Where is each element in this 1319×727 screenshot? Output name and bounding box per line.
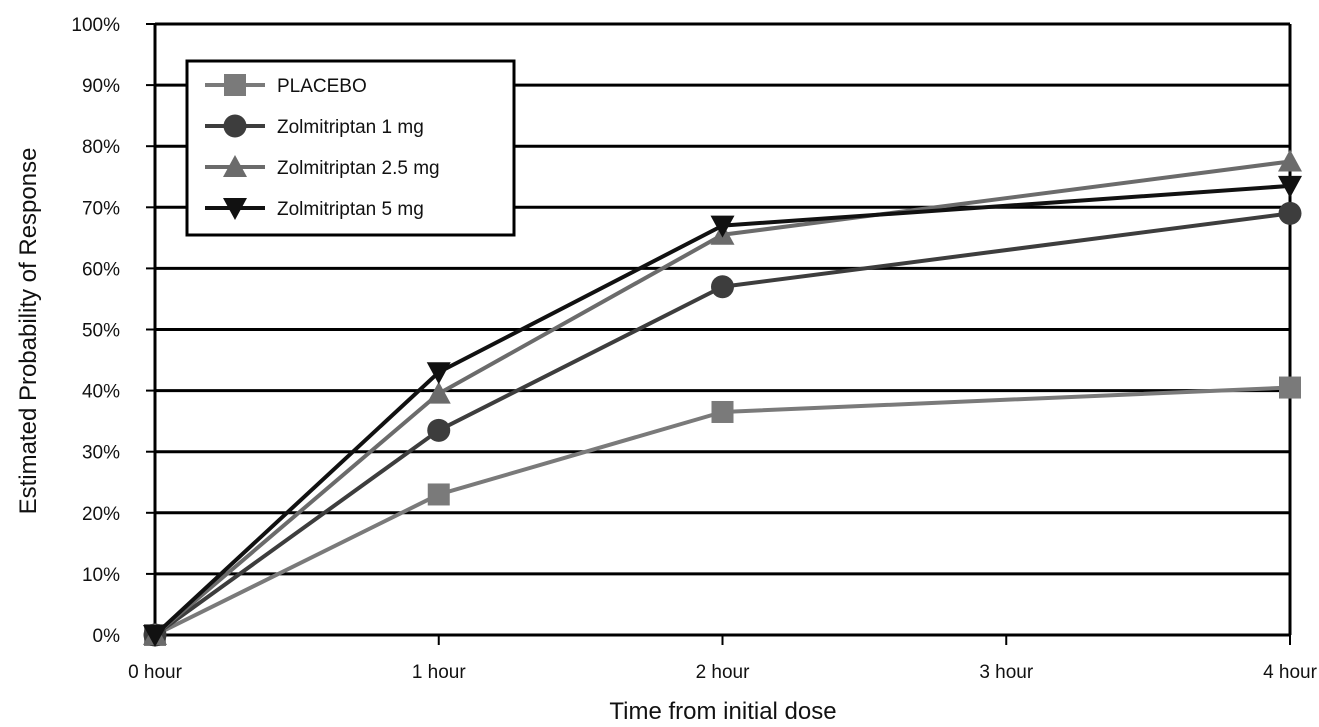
data-point bbox=[1278, 149, 1302, 172]
y-tick-label: 60% bbox=[82, 259, 120, 280]
legend-entry: PLACEBO bbox=[205, 74, 367, 97]
data-point bbox=[427, 483, 450, 506]
x-tick-label: 4 hour bbox=[1263, 662, 1318, 683]
tick-labels: 0% 10% 20% 30% 40% 50% 60% 70% 80% 90% 100% 0 hour 1… bbox=[71, 15, 1317, 683]
data-point bbox=[710, 215, 735, 238]
series-line bbox=[154, 385, 1291, 637]
legend-marker bbox=[224, 74, 246, 96]
series bbox=[143, 149, 1302, 647]
y-tick-label: 80% bbox=[82, 137, 120, 158]
series-line bbox=[153, 211, 1291, 637]
y-tick-label: 0% bbox=[93, 626, 121, 647]
y-tick-label: 70% bbox=[82, 198, 120, 219]
y-tick-label: 40% bbox=[82, 382, 120, 403]
legend: PLACEBO Zolmitriptan 1 mg Zolmitriptan 2.5… bbox=[185, 59, 516, 237]
series-1 bbox=[144, 376, 1301, 646]
data-point bbox=[711, 275, 734, 299]
data-point bbox=[711, 400, 734, 423]
y-tick-label: 90% bbox=[82, 76, 120, 97]
y-axis-title: Estimated Probability of Response bbox=[15, 148, 42, 515]
data-point bbox=[427, 418, 451, 442]
legend-marker bbox=[223, 114, 247, 138]
legend-label: Zolmitriptan 1 mg bbox=[277, 117, 424, 138]
legend-marker bbox=[223, 198, 247, 220]
data-point bbox=[143, 625, 167, 647]
data-point bbox=[426, 381, 451, 404]
x-tick-label: 2 hour bbox=[696, 662, 751, 683]
x-tick-label: 1 hour bbox=[412, 662, 467, 683]
series-line bbox=[153, 183, 1291, 637]
series-line bbox=[153, 159, 1291, 637]
legend-entry: Zolmitriptan 5 mg bbox=[205, 198, 424, 220]
legend-label: Zolmitriptan 5 mg bbox=[277, 199, 424, 220]
x-tick-label: 3 hour bbox=[979, 662, 1034, 683]
legend-marker bbox=[223, 155, 247, 177]
data-point bbox=[426, 362, 451, 385]
data-point bbox=[1279, 376, 1301, 399]
y-tick-label: 50% bbox=[82, 321, 120, 342]
series-4 bbox=[143, 175, 1302, 647]
legend-label: PLACEBO bbox=[277, 76, 367, 97]
legend-entry: Zolmitriptan 1 mg bbox=[205, 114, 424, 138]
grid-lines bbox=[155, 22, 1290, 637]
y-tick-label: 10% bbox=[82, 565, 120, 586]
x-axis-title: Time from initial dose bbox=[609, 698, 836, 725]
legend-entry: Zolmitriptan 2.5 mg bbox=[205, 155, 440, 179]
y-tick-label: 20% bbox=[82, 504, 120, 525]
legend-label: Zolmitriptan 2.5 mg bbox=[277, 158, 440, 179]
data-point bbox=[1278, 175, 1302, 198]
x-tick-label: 0 hour bbox=[128, 662, 183, 683]
data-point bbox=[1278, 201, 1302, 225]
y-tick-label: 100% bbox=[71, 15, 120, 36]
y-tick-label: 30% bbox=[82, 443, 120, 464]
